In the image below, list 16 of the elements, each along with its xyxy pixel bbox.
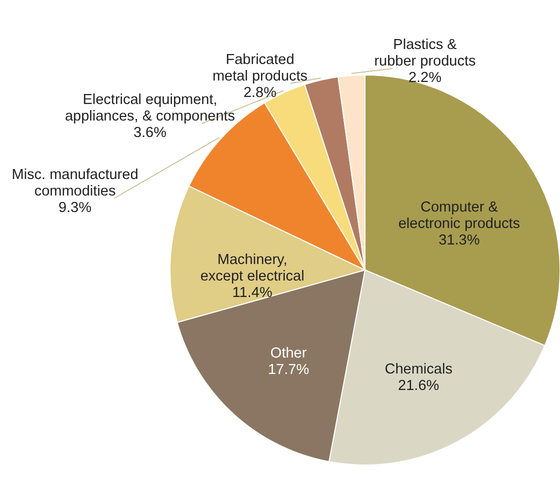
slice-label: Misc. manufactured commodities bbox=[12, 167, 138, 200]
slice-label: Chemicals bbox=[384, 362, 452, 378]
slice-label: Electrical equipment, appliances, & components bbox=[64, 92, 236, 124]
data-label: 17.7% bbox=[268, 362, 310, 378]
slice-label: Other bbox=[270, 345, 307, 362]
data-label: 31.3% bbox=[438, 232, 480, 248]
data-label: 2.8% bbox=[243, 85, 277, 101]
data-label: 21.6% bbox=[398, 378, 440, 394]
slice-label: Machinery, except electrical bbox=[200, 252, 304, 285]
data-label: 9.3% bbox=[58, 200, 92, 216]
data-label: 2.2% bbox=[408, 70, 442, 86]
data-label: 11.4% bbox=[232, 285, 272, 302]
slice-label: Plastics & rubber products bbox=[374, 37, 476, 70]
slice-label: Computer & electronic products bbox=[398, 199, 520, 232]
slice-label: Fabricated metal products bbox=[212, 52, 308, 84]
data-label: 3.6% bbox=[133, 125, 167, 141]
